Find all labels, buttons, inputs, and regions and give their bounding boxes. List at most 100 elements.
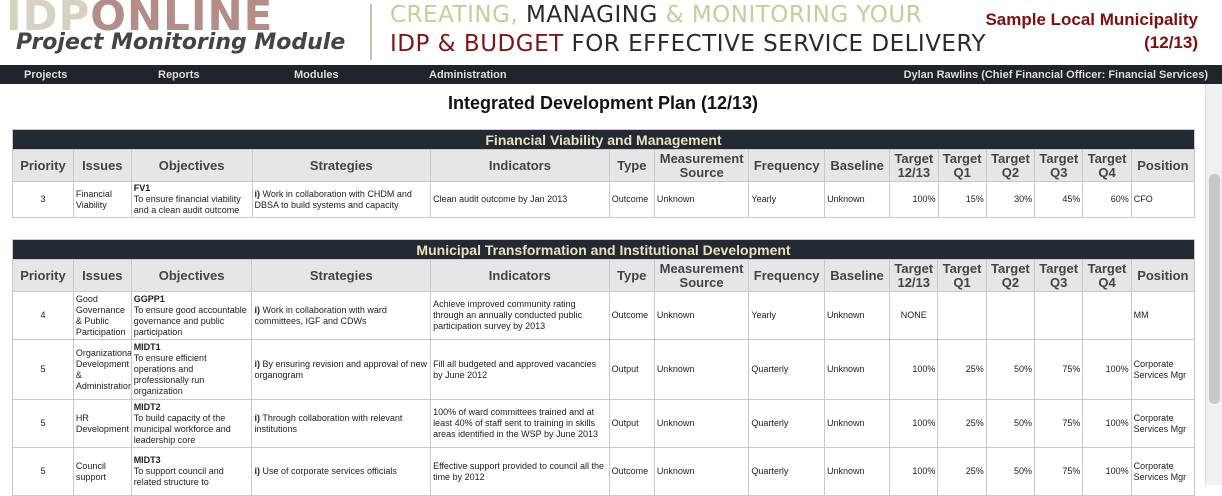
issue-cell: Organizational Development & Administrat… xyxy=(72,339,132,400)
target-q2-cell xyxy=(985,291,1036,340)
indicator-cell: Clean audit outcome by Jan 2013 xyxy=(430,181,610,218)
target-cell: 100% xyxy=(889,339,939,400)
table-row[interactable]: 5 Council support MIDT3 To support council … xyxy=(12,447,1196,496)
column-header[interactable]: Indicators xyxy=(430,259,610,292)
issue-cell: Financial Viability xyxy=(72,181,132,218)
priority-cell: 5 xyxy=(12,447,74,496)
issue-cell: Council support xyxy=(72,447,132,496)
column-header[interactable]: Indicators xyxy=(430,149,610,182)
position-cell: Corporate Services Mgr xyxy=(1130,447,1196,496)
column-header[interactable]: Position xyxy=(1130,149,1196,182)
strategy-number: i) xyxy=(254,412,260,423)
column-header[interactable]: Strategies xyxy=(251,259,432,292)
column-header[interactable]: Issues xyxy=(72,149,132,182)
baseline-cell: Unknown xyxy=(823,447,891,496)
column-header[interactable]: Measurement Source xyxy=(653,149,750,182)
nav-modules[interactable]: Modules xyxy=(294,69,339,81)
scrollbar-thumb[interactable] xyxy=(1209,174,1220,404)
column-header[interactable]: Target Q2 xyxy=(985,149,1036,182)
target-q4-cell: 100% xyxy=(1082,447,1132,496)
column-header-row: Priority Issues Objectives Strategies Indica… xyxy=(12,149,1196,182)
column-header[interactable]: Objectives xyxy=(130,259,253,292)
target-q1-cell xyxy=(937,291,987,340)
position-cell: CFO xyxy=(1130,181,1196,218)
column-header-row: Priority Issues Objectives Strategies Indica… xyxy=(12,259,1196,292)
target-cell: 100% xyxy=(889,181,939,218)
section-table: Municipal Transformation and Institution… xyxy=(12,239,1196,496)
type-cell: Outcome xyxy=(608,447,655,496)
column-header[interactable]: Target 12/13 xyxy=(889,259,939,292)
column-header[interactable]: Frequency xyxy=(748,259,825,292)
column-header[interactable]: Target Q2 xyxy=(985,259,1036,292)
column-header[interactable]: Measurement Source xyxy=(653,259,750,292)
column-header[interactable]: Baseline xyxy=(824,149,891,182)
type-cell: Output xyxy=(608,399,655,448)
strategy-cell: i) Work in collaboration with ward commi… xyxy=(251,291,432,340)
column-header[interactable]: Target Q1 xyxy=(937,149,987,182)
measurement-source-cell: Unknown xyxy=(653,181,750,218)
target-q3-cell: 75% xyxy=(1034,399,1084,448)
objective-code: MIDT3 xyxy=(133,455,161,465)
priority-cell: 5 xyxy=(12,339,74,400)
column-header[interactable]: Position xyxy=(1130,259,1196,292)
nav-projects[interactable]: Projects xyxy=(24,69,68,81)
target-cell: 100% xyxy=(889,399,939,448)
vertical-scrollbar[interactable] xyxy=(1205,84,1222,485)
column-header[interactable]: Frequency xyxy=(748,149,826,182)
objective-code: FV1 xyxy=(133,183,151,193)
target-q3-cell: 45% xyxy=(1034,181,1084,218)
column-header[interactable]: Target Q3 xyxy=(1034,259,1084,292)
target-q4-cell xyxy=(1082,291,1132,340)
target-q1-cell: 25% xyxy=(937,399,987,448)
column-header[interactable]: Target Q4 xyxy=(1082,259,1132,292)
target-q3-cell xyxy=(1034,291,1084,340)
objective-cell: MIDT3 To support council and related stru… xyxy=(130,447,253,496)
issue-cell: HR Development xyxy=(72,399,132,448)
indicator-cell: Effective support provided to council al… xyxy=(430,447,610,496)
target-cell: 100% xyxy=(889,447,939,496)
nav-administration[interactable]: Administration xyxy=(429,69,507,81)
objective-cell: GGPP1 To ensure good accountable governan… xyxy=(130,291,253,340)
nav-reports[interactable]: Reports xyxy=(158,69,200,81)
column-header[interactable]: Target Q1 xyxy=(937,259,987,292)
objective-code: MIDT1 xyxy=(133,342,161,352)
measurement-source-cell: Unknown xyxy=(653,339,750,400)
objective-text: To support council and related structure… xyxy=(133,466,224,487)
table-row[interactable]: 4 Good Governance & Public Participation G… xyxy=(12,291,1196,340)
target-q2-cell: 50% xyxy=(985,339,1036,400)
priority-cell: 3 xyxy=(12,181,74,218)
module-subtitle: Project Monitoring Module xyxy=(16,30,346,55)
strategy-number: i) xyxy=(254,358,260,369)
column-header[interactable]: Target 12/13 xyxy=(889,149,939,182)
baseline-cell: Unknown xyxy=(823,399,891,448)
column-header[interactable]: Priority xyxy=(12,149,74,182)
page-title: Integrated Development Plan (12/13) xyxy=(447,93,759,113)
column-header[interactable]: Type xyxy=(608,149,655,182)
column-header[interactable]: Baseline xyxy=(823,259,891,292)
logo[interactable]: IDPONLINE xyxy=(6,0,274,40)
column-header[interactable]: Priority xyxy=(12,259,74,292)
column-header[interactable]: Target Q3 xyxy=(1034,149,1084,182)
frequency-cell: Quarterly xyxy=(748,447,825,496)
municipality-period: (12/13) xyxy=(1144,33,1198,52)
column-header[interactable]: Strategies xyxy=(251,149,432,182)
current-user: Dylan Rawlins (Chief Financial Officer: … xyxy=(903,69,1208,81)
measurement-source-cell: Unknown xyxy=(653,447,750,496)
position-cell: Corporate Services Mgr xyxy=(1130,399,1196,448)
nav-bar: Projects Reports Modules Administration … xyxy=(0,65,1222,84)
target-q1-cell: 25% xyxy=(937,339,987,400)
table-row[interactable]: 5 HR Development MIDT2 To build capacity of… xyxy=(12,399,1196,448)
column-header[interactable]: Issues xyxy=(72,259,132,292)
column-header[interactable]: Objectives xyxy=(130,149,253,182)
target-q3-cell: 75% xyxy=(1034,339,1084,400)
strategy-text: By ensuring revision and approval of new… xyxy=(254,358,428,380)
column-header[interactable]: Type xyxy=(608,259,655,292)
target-q2-cell: 50% xyxy=(985,399,1036,448)
target-q2-cell: 50% xyxy=(985,447,1036,496)
measurement-source-cell: Unknown xyxy=(653,291,750,340)
strategy-text: Work in collaboration with ward committe… xyxy=(254,304,387,326)
column-header[interactable]: Target Q4 xyxy=(1082,149,1132,182)
strategy-number: i) xyxy=(254,466,260,476)
table-row[interactable]: 5 Organizational Development & Administra… xyxy=(12,339,1196,400)
table-row[interactable]: 3 Financial Viability FV1 To ensure financi… xyxy=(12,181,1196,218)
